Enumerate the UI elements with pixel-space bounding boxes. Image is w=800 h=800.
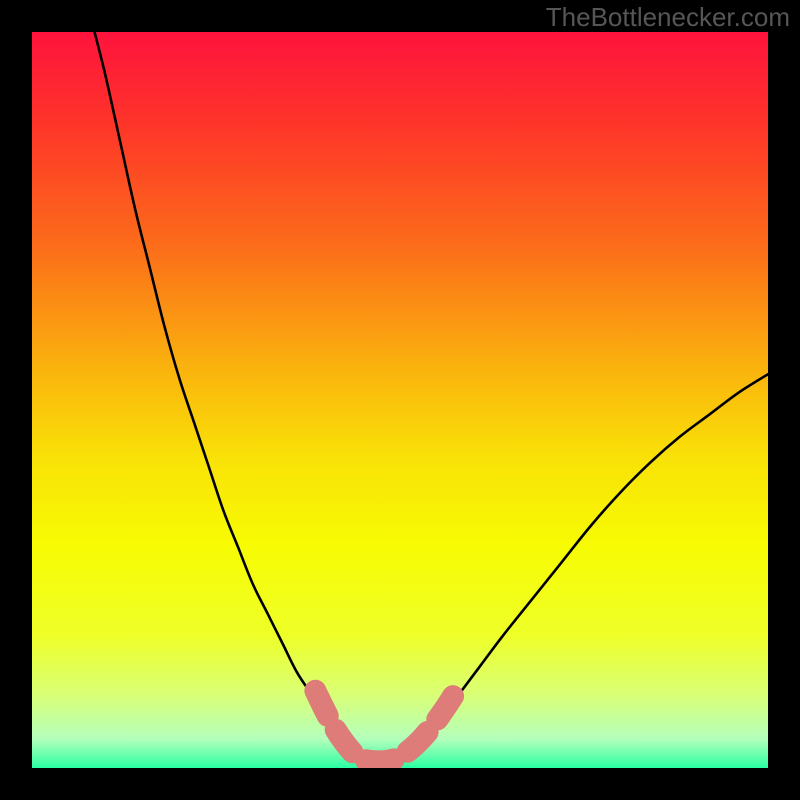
chart-background xyxy=(32,32,768,768)
watermark-text: TheBottlenecker.com xyxy=(546,2,790,33)
bottleneck-chart xyxy=(32,32,768,768)
chart-frame: TheBottlenecker.com xyxy=(0,0,800,800)
